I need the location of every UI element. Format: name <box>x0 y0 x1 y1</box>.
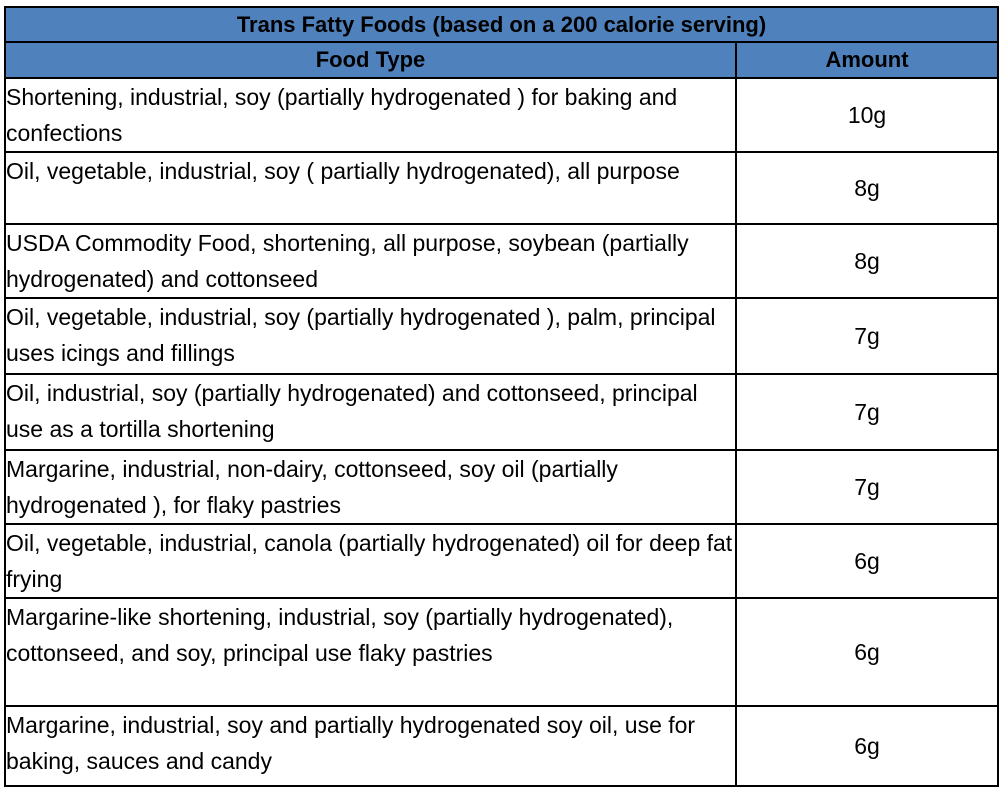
food-type-cell: Shortening, industrial, soy (partially h… <box>4 77 737 153</box>
table-row: Oil, vegetable, industrial, soy (partial… <box>4 297 1000 375</box>
food-type-cell: USDA Commodity Food, shortening, all pur… <box>4 223 737 299</box>
table-row: Margarine, industrial, non-dairy, cotton… <box>4 449 1000 525</box>
food-type-cell: Margarine, industrial, non-dairy, cotton… <box>4 449 737 525</box>
food-type-cell: Oil, vegetable, industrial, soy ( partia… <box>4 151 737 225</box>
table-row: Margarine, industrial, soy and partially… <box>4 705 1000 787</box>
table-row: USDA Commodity Food, shortening, all pur… <box>4 223 1000 299</box>
table-title: Trans Fatty Foods (based on a 200 calori… <box>3 6 1000 43</box>
food-type-cell: Margarine-like shortening, industrial, s… <box>4 597 737 707</box>
table-row: Oil, vegetable, industrial, soy ( partia… <box>4 151 1000 225</box>
table-row: Oil, vegetable, industrial, canola (part… <box>4 523 1000 599</box>
table-header-row: Food Type Amount <box>4 41 1000 79</box>
amount-cell: 10g <box>734 77 1000 153</box>
table-row: Oil, industrial, soy (partially hydrogen… <box>4 373 1000 451</box>
amount-cell: 7g <box>734 449 1000 525</box>
trans-fat-table: Trans Fatty Foods (based on a 200 calori… <box>3 6 1000 787</box>
food-type-cell: Margarine, industrial, soy and partially… <box>4 705 737 787</box>
table-row: Margarine-like shortening, industrial, s… <box>4 597 1000 707</box>
amount-cell: 7g <box>734 373 1000 451</box>
amount-cell: 6g <box>734 523 1000 599</box>
amount-cell: 6g <box>734 597 1000 707</box>
amount-cell: 8g <box>734 223 1000 299</box>
table-row: Shortening, industrial, soy (partially h… <box>4 77 1000 153</box>
food-type-cell: Oil, vegetable, industrial, soy (partial… <box>4 297 737 375</box>
food-type-cell: Oil, industrial, soy (partially hydrogen… <box>4 373 737 451</box>
amount-cell: 8g <box>734 151 1000 225</box>
header-amount: Amount <box>734 41 1000 79</box>
amount-cell: 6g <box>734 705 1000 787</box>
table-title-row: Trans Fatty Foods (based on a 200 calori… <box>3 6 1000 43</box>
header-food-type: Food Type <box>4 41 737 79</box>
food-type-cell: Oil, vegetable, industrial, canola (part… <box>4 523 737 599</box>
amount-cell: 7g <box>734 297 1000 375</box>
